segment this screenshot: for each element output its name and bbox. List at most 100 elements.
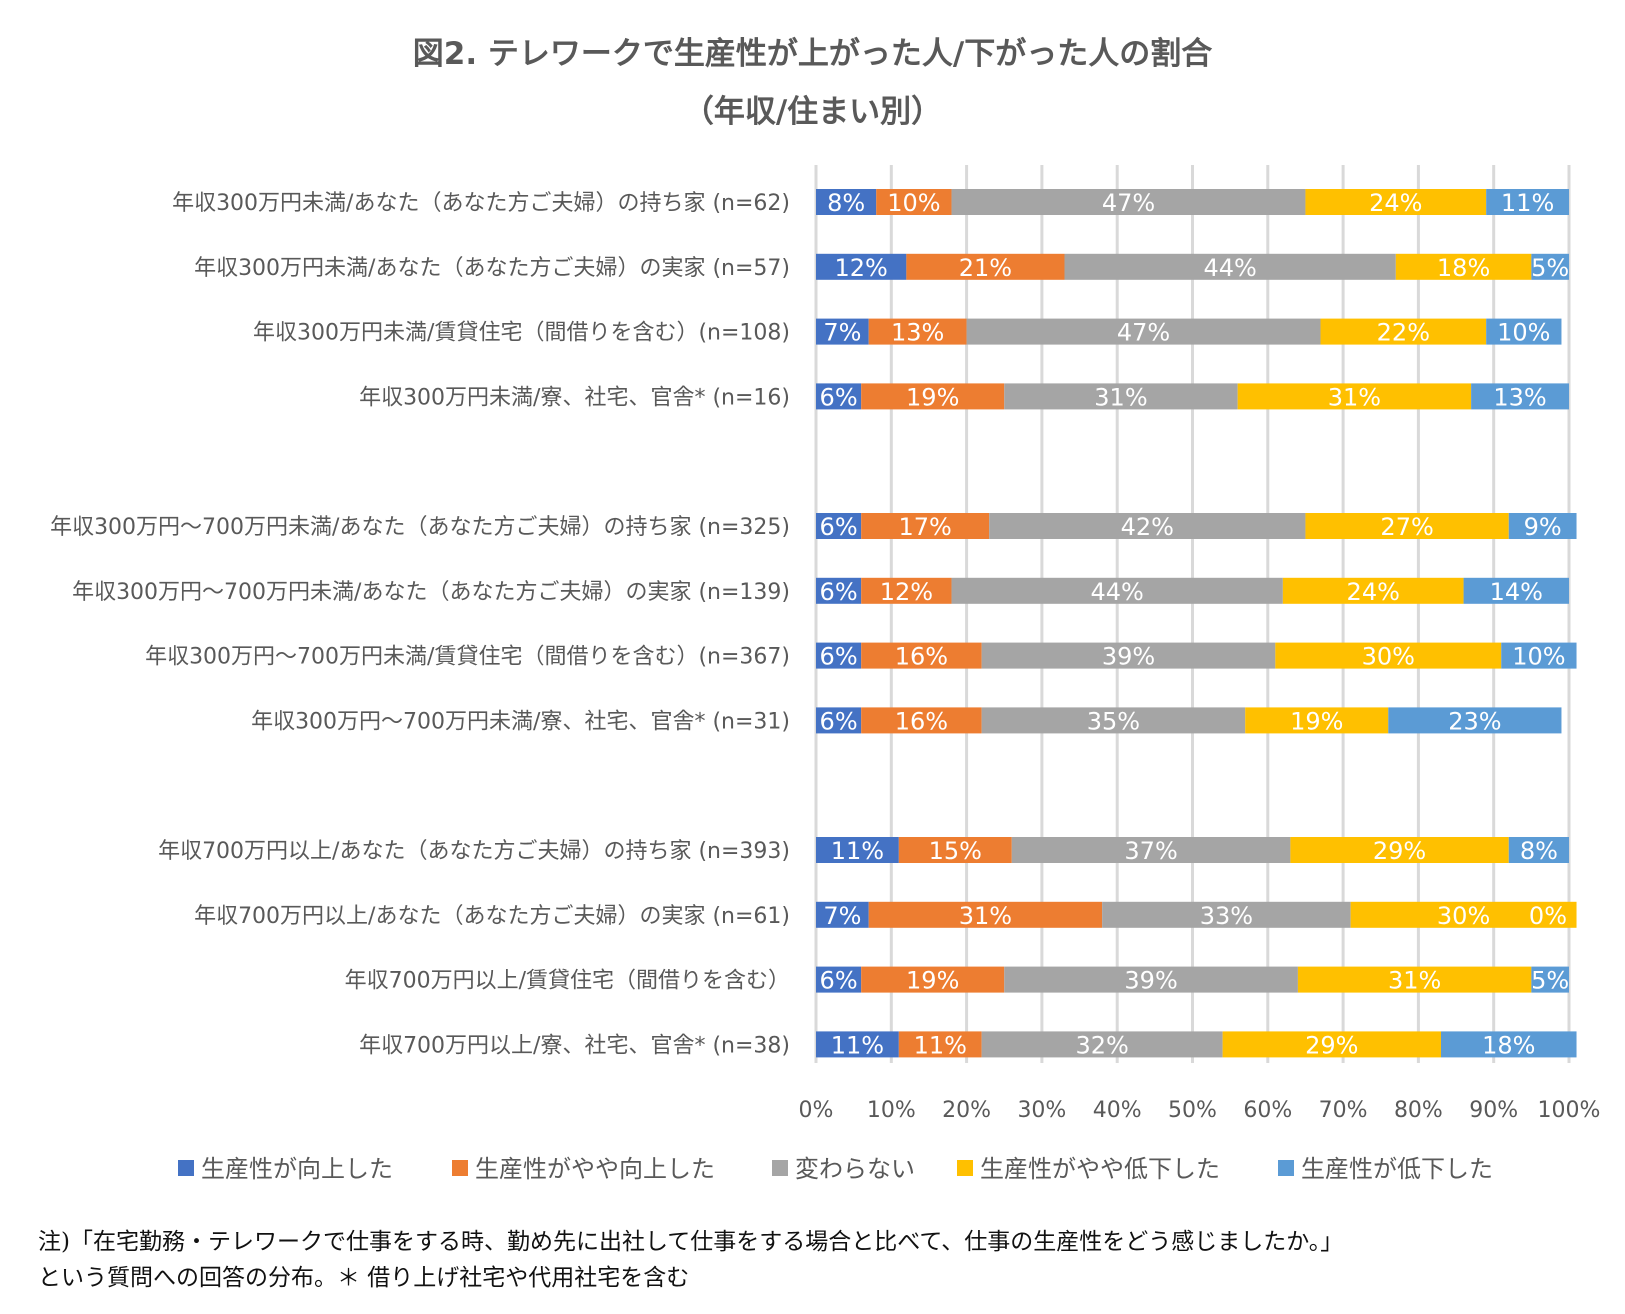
data-label: 7%	[823, 902, 861, 930]
category-label: 年収300万円未満/あなた（あなた方ご夫婦）の実家 (n=57)	[194, 256, 790, 281]
data-label: 31%	[1388, 967, 1441, 995]
bar-segment	[876, 189, 952, 215]
bar-segment	[1531, 253, 1569, 280]
category-label: 年収700万円以上/あなた（あなた方ご夫婦）の実家 (n=61)	[194, 904, 790, 929]
x-tick-label: 30%	[1017, 1098, 1066, 1123]
bar-segment	[816, 383, 862, 410]
bar-segment	[1486, 318, 1562, 345]
data-label: 11%	[831, 1031, 884, 1059]
bar-segment	[951, 577, 1283, 604]
bar-segment	[1004, 383, 1238, 410]
data-label: 10%	[887, 189, 940, 217]
chart-subtitle: （年収/住まい別）	[682, 94, 943, 130]
bar-segment	[989, 513, 1306, 539]
data-label: 19%	[906, 967, 959, 995]
bar-segment	[816, 513, 862, 539]
legend-item: 生産性がやや低下した	[957, 1155, 1220, 1183]
data-label: 29%	[1373, 837, 1426, 865]
bar-segment	[816, 253, 907, 280]
x-tick-label: 20%	[942, 1098, 991, 1123]
bar-segment	[816, 966, 862, 993]
legend-label: 生産性がやや向上した	[475, 1155, 715, 1183]
x-tick-label: 0%	[799, 1098, 834, 1123]
data-label: 10%	[1497, 319, 1550, 347]
data-label: 44%	[1203, 254, 1256, 282]
bar-segment	[861, 966, 1005, 993]
bar-segment	[861, 383, 1005, 410]
bar-segment	[906, 253, 1065, 280]
category-label: 年収300万円～700万円未満/あなた（あなた方ご夫婦）の持ち家 (n=325)	[50, 515, 790, 540]
category-label: 年収300万円～700万円未満/賃貸住宅（間借りを含む）(n=367)	[145, 645, 790, 670]
data-label: 31%	[959, 902, 1012, 930]
bar-segment	[1395, 253, 1532, 280]
data-label: 12%	[835, 254, 888, 282]
bar-segment	[1275, 642, 1502, 669]
data-label: 11%	[1501, 189, 1554, 217]
bar-segment	[1297, 966, 1532, 993]
footnote-line-1: 注)「在宅勤務・テレワークで仕事をする時、勤め先に出社して仕事をする場合と比べて…	[38, 1229, 1344, 1255]
bar-row: 6% 12% 44% 24% 14%	[816, 577, 1569, 606]
data-label: 31%	[1328, 383, 1381, 411]
legend-item: 生産性が向上した	[178, 1155, 393, 1183]
data-label: 16%	[895, 707, 948, 735]
bar-segment	[1501, 642, 1577, 669]
data-label: 5%	[1531, 967, 1569, 995]
data-label: 6%	[820, 578, 858, 606]
data-label: 11%	[831, 837, 884, 865]
legend-swatch	[178, 1160, 194, 1176]
legend-swatch	[957, 1160, 973, 1176]
data-label: 37%	[1124, 837, 1177, 865]
data-label: 47%	[1102, 189, 1155, 217]
bar-segment	[816, 642, 862, 669]
data-label: 35%	[1087, 707, 1140, 735]
data-label: 8%	[827, 189, 865, 217]
category-label: 年収700万円以上/あなた（あなた方ご夫婦）の持ち家 (n=393)	[158, 839, 790, 864]
x-tick-label: 40%	[1093, 1098, 1142, 1123]
data-label: 31%	[1094, 383, 1147, 411]
bar-segment	[861, 707, 982, 734]
legend-item: 生産性が低下した	[1278, 1155, 1493, 1183]
data-label: 16%	[895, 643, 948, 671]
bar-segment	[1305, 189, 1487, 215]
bar-row: 7% 31% 33% 30% 0%	[816, 901, 1577, 930]
x-tick-label: 90%	[1469, 1098, 1518, 1123]
data-label: 44%	[1091, 578, 1144, 606]
category-label: 年収300万円未満/あなた（あなた方ご夫婦）の持ち家 (n=62)	[172, 191, 790, 216]
data-label: 6%	[820, 383, 858, 411]
bar-segment	[1290, 837, 1509, 863]
data-label: 15%	[929, 837, 982, 865]
bar-segment	[951, 189, 1306, 215]
data-label: 13%	[1493, 383, 1546, 411]
data-label: 9%	[1524, 513, 1562, 541]
bar-segment	[981, 707, 1246, 734]
data-label: 42%	[1121, 513, 1174, 541]
data-label: 6%	[820, 707, 858, 735]
data-label: 7%	[823, 319, 861, 347]
data-label: 11%	[914, 1031, 967, 1059]
bar-segment	[981, 1031, 1223, 1058]
bar-segment	[1388, 707, 1562, 734]
data-label: 21%	[959, 254, 1012, 282]
bar-segment	[898, 1031, 982, 1058]
bar-segment	[1463, 577, 1569, 604]
bar-row: 6% 16% 39% 30% 10%	[816, 642, 1577, 671]
bar-row: 12% 21% 44% 18% 5%	[816, 254, 1569, 282]
bar-segment	[816, 577, 862, 604]
legend-swatch	[772, 1160, 788, 1176]
data-label: 29%	[1305, 1031, 1358, 1059]
bar-segment	[868, 318, 967, 345]
bar-segment	[816, 1031, 899, 1058]
bar-segment	[1245, 707, 1389, 734]
legend-item: 変わらない	[772, 1155, 915, 1183]
bar-segment	[816, 189, 877, 215]
legend-swatch	[452, 1160, 468, 1176]
x-tick-label: 10%	[867, 1098, 916, 1123]
bar-row: 7% 13% 47% 22% 10%	[816, 318, 1562, 347]
data-label: 18%	[1437, 254, 1490, 282]
legend-label: 変わらない	[795, 1155, 915, 1183]
data-label: 19%	[906, 383, 959, 411]
category-label: 年収300万円未満/寮、社宅、官舎* (n=16)	[359, 385, 790, 410]
data-label: 0%	[1529, 902, 1567, 930]
